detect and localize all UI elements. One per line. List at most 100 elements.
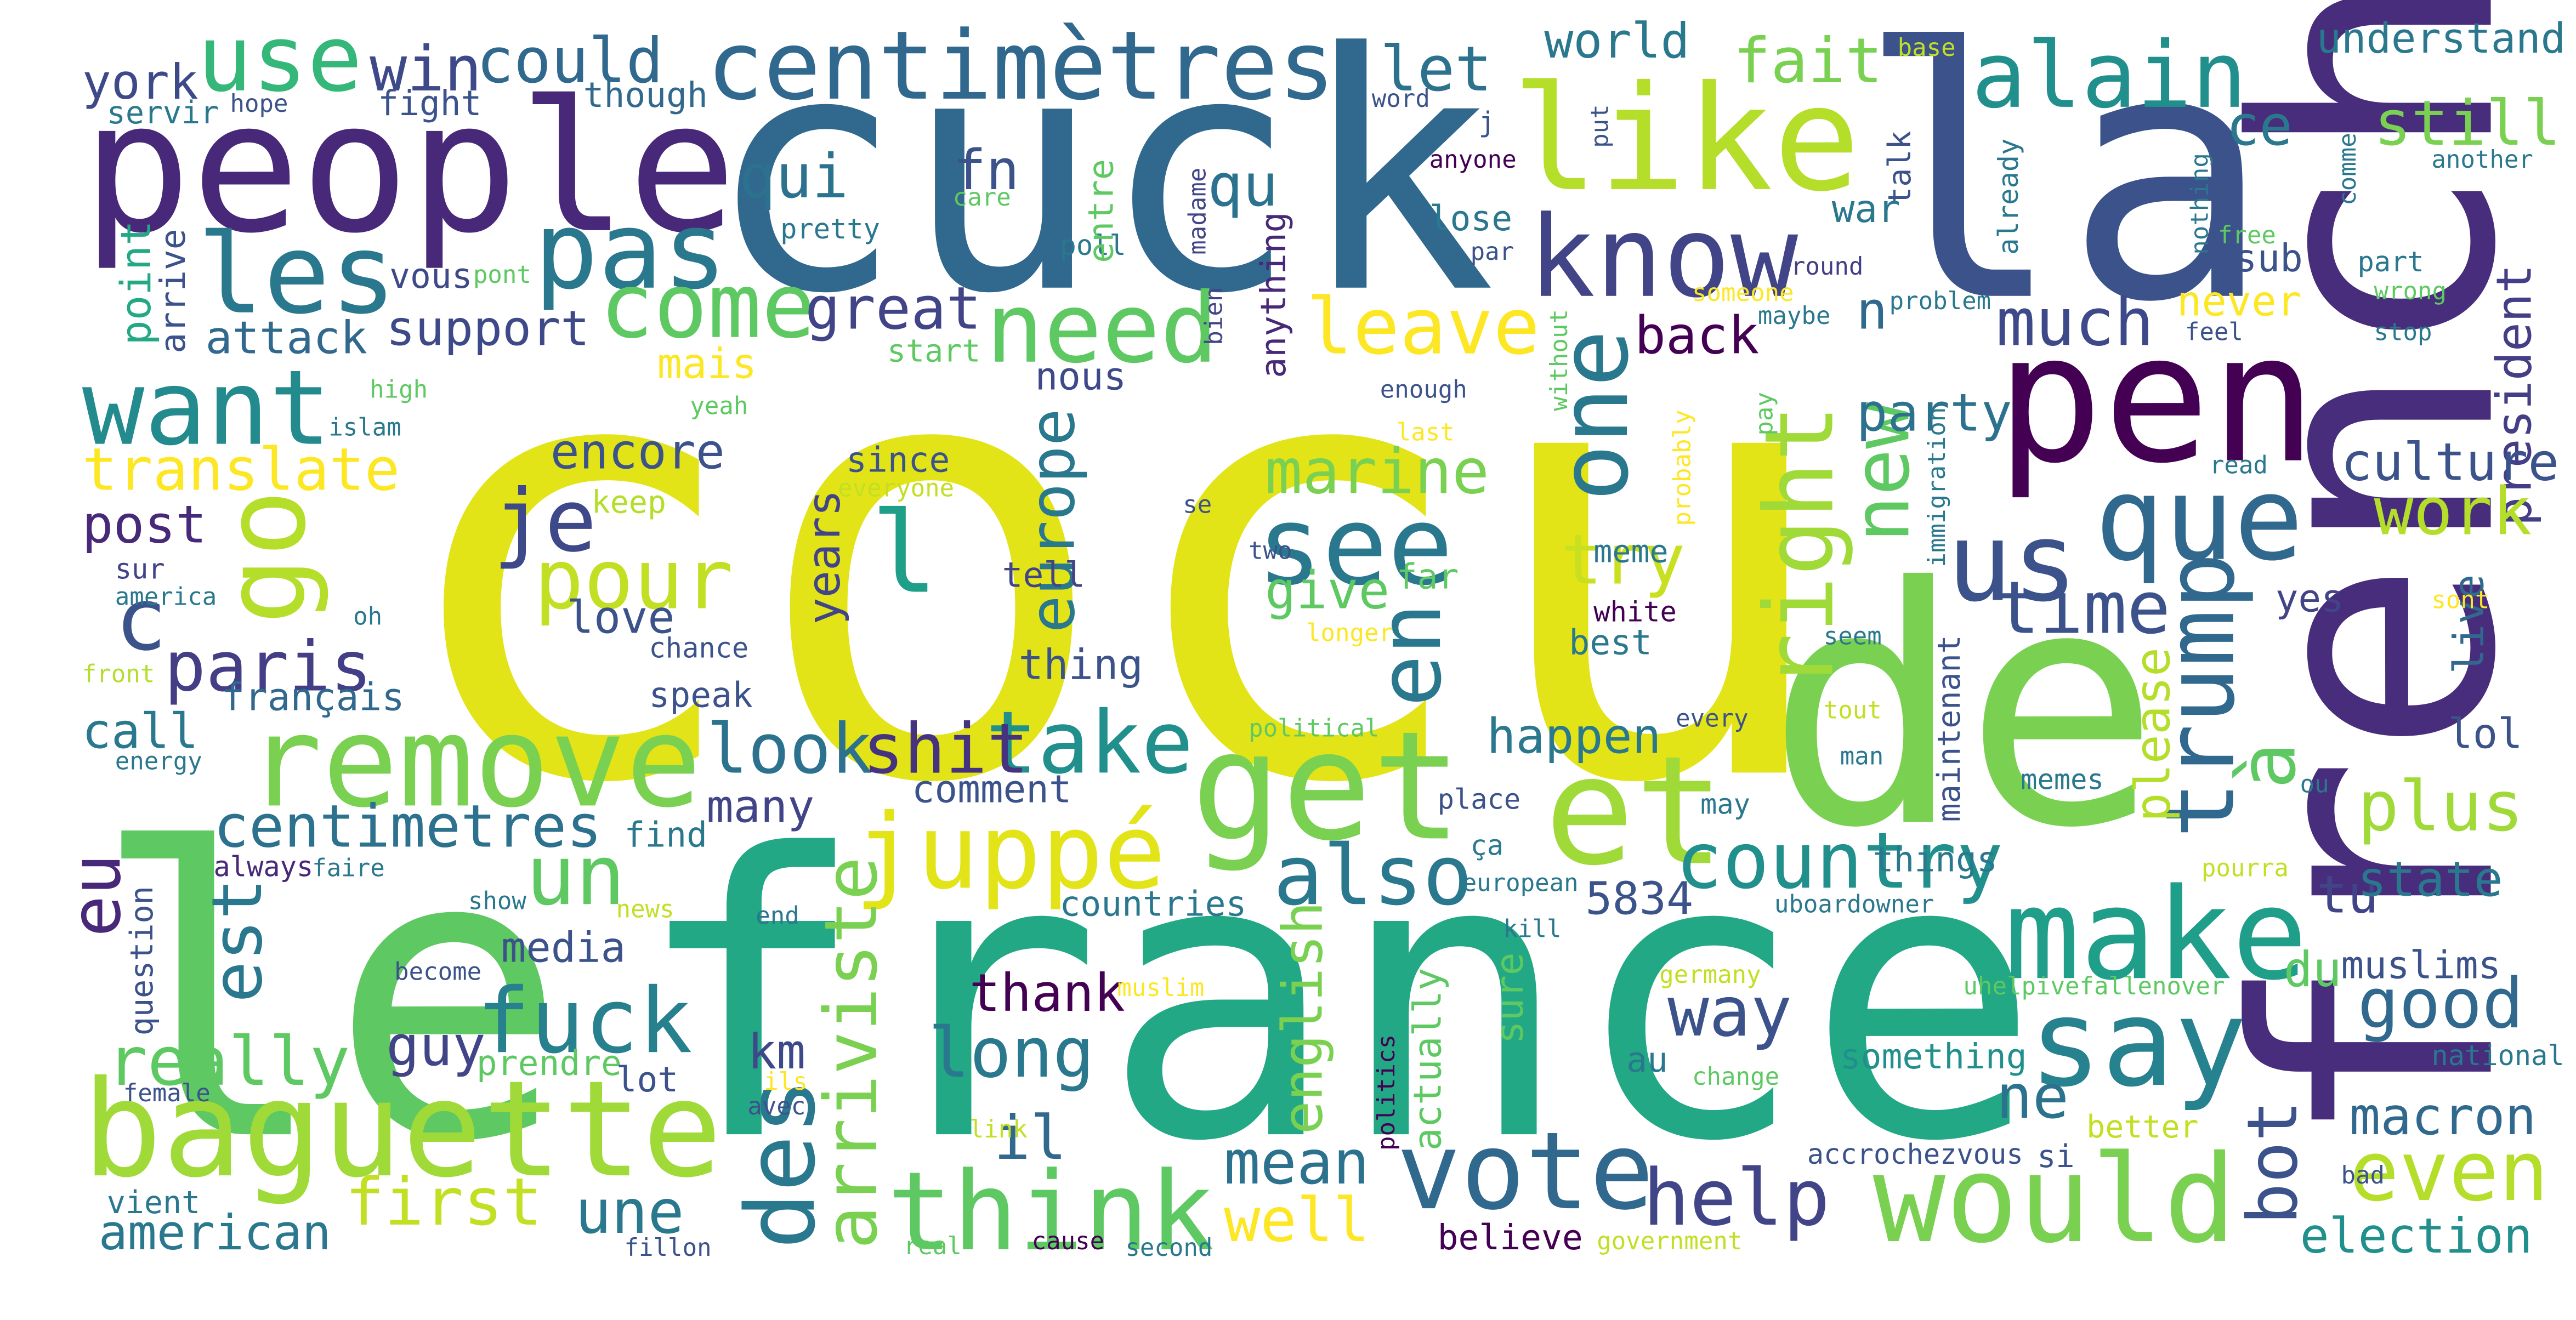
- word: become: [394, 958, 481, 986]
- word: america: [115, 583, 217, 611]
- word: pont: [473, 261, 531, 289]
- word: base: [1898, 34, 1956, 62]
- word: call: [82, 703, 198, 759]
- word: shit: [863, 708, 1029, 789]
- word: long: [928, 1012, 1094, 1093]
- word: thing: [1019, 640, 1143, 689]
- word: post: [82, 495, 207, 555]
- word: could: [476, 25, 663, 97]
- word: yes: [2276, 577, 2344, 621]
- word: translate: [82, 436, 400, 504]
- word: high: [370, 376, 428, 404]
- word: party: [1857, 383, 2012, 443]
- word: support: [386, 300, 589, 357]
- word: germany: [1659, 961, 1761, 989]
- word: faire: [312, 854, 385, 882]
- word: trump: [2145, 553, 2256, 839]
- word: read: [2210, 452, 2268, 480]
- word: national: [2431, 1039, 2564, 1072]
- word: arrive: [153, 229, 193, 353]
- word: care: [953, 184, 1011, 212]
- word: already: [1992, 139, 2024, 255]
- word: use: [197, 6, 362, 112]
- word: sub: [2234, 237, 2303, 281]
- word: ou: [2300, 770, 2329, 798]
- word: pour: [534, 531, 734, 628]
- word: need: [986, 272, 1218, 385]
- word: et: [1544, 724, 1725, 898]
- word: ne: [1996, 1062, 2069, 1133]
- word: best: [1569, 622, 1652, 662]
- word: est: [197, 878, 277, 1003]
- word: think: [887, 1148, 1215, 1275]
- word: wrong: [2374, 277, 2447, 305]
- word: leave: [1306, 282, 1540, 372]
- word: maybe: [1758, 302, 1831, 330]
- word: front: [82, 660, 155, 688]
- word: try: [1561, 520, 1685, 600]
- word: media: [501, 923, 626, 971]
- word: c: [115, 570, 167, 670]
- word: un: [526, 827, 626, 924]
- word: one: [1539, 330, 1649, 502]
- word: 5834: [1585, 873, 1693, 925]
- word: look: [706, 708, 872, 789]
- word: qui: [739, 142, 848, 212]
- word: good: [2358, 963, 2524, 1044]
- word: se: [1183, 491, 1212, 519]
- word: make: [2004, 862, 2307, 1008]
- word: accrochezvous: [1807, 1138, 2023, 1170]
- word: vient: [107, 1185, 200, 1221]
- word: real: [904, 1232, 962, 1260]
- word: election: [2300, 1208, 2533, 1264]
- word: chance: [649, 631, 748, 664]
- word: french: [2187, 0, 2569, 1151]
- word: comment: [912, 767, 1072, 811]
- word: anything: [1253, 212, 1293, 378]
- word: servir: [107, 95, 219, 131]
- word: another: [2431, 146, 2533, 174]
- word: though: [583, 75, 708, 115]
- word: que: [2095, 451, 2303, 586]
- word: english: [1271, 902, 1335, 1135]
- word: right: [1744, 405, 1855, 691]
- word: macron: [2350, 1086, 2537, 1147]
- word: far: [1397, 557, 1459, 597]
- word: par: [1471, 238, 1514, 266]
- word: keep: [592, 485, 666, 521]
- word: mean: [1224, 1128, 1370, 1198]
- word: find: [625, 815, 708, 855]
- word: si: [2037, 1139, 2074, 1175]
- word: memes: [2021, 763, 2103, 795]
- word: know: [1528, 192, 1798, 323]
- word: things: [1873, 839, 1998, 879]
- word: fait: [1733, 25, 1883, 97]
- word: eu: [55, 854, 136, 937]
- word: see: [1257, 482, 1453, 609]
- word: put: [1586, 104, 1614, 148]
- word: sure: [1488, 952, 1532, 1044]
- word: government: [1597, 1227, 1742, 1255]
- word: end: [756, 902, 799, 930]
- word: happen: [1487, 708, 1661, 764]
- word: without: [1545, 309, 1573, 411]
- word: uboardowner: [1774, 890, 1934, 918]
- word: since: [846, 440, 950, 480]
- word: poll: [1060, 229, 1126, 261]
- word: des: [725, 1078, 836, 1249]
- word: nothing: [2186, 153, 2214, 255]
- word: understand: [2317, 14, 2566, 62]
- word: centimetres: [214, 793, 602, 861]
- word: fillon: [625, 1234, 712, 1262]
- word: tout: [1824, 696, 1882, 724]
- word: baguette: [82, 1052, 722, 1207]
- word: energy: [115, 747, 202, 775]
- word: take: [986, 693, 1194, 793]
- word: point: [112, 220, 160, 345]
- word: live: [2445, 574, 2493, 674]
- word: cocu: [386, 212, 1840, 915]
- word: muslims: [2341, 943, 2501, 987]
- word: like: [1511, 55, 1860, 224]
- word: everyone: [838, 475, 954, 503]
